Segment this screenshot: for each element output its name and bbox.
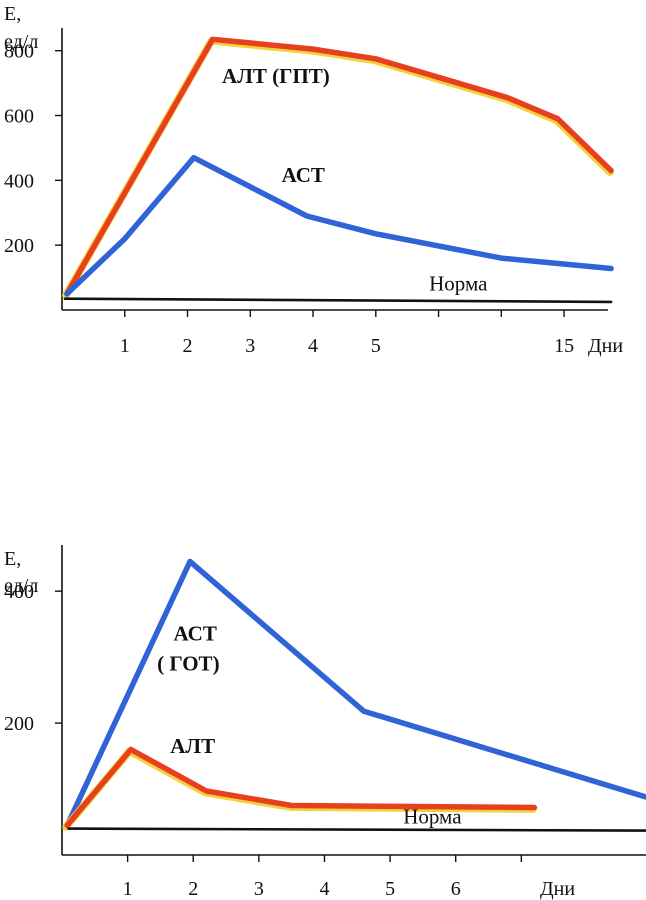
chart2-series-line <box>64 746 538 829</box>
chart2-x-tick-label: 4 <box>319 878 329 900</box>
chart2-y-tick-label: 400 <box>4 581 34 603</box>
chart2-series-line-edge <box>62 747 537 831</box>
chart1-series-line <box>64 36 614 297</box>
chart1-series-annotation: АСТ <box>282 163 325 187</box>
chart1-x-tick-label: 15 <box>554 335 574 357</box>
chart1-x-tick-label: 3 <box>245 335 255 357</box>
chart1-y-axis-label-line2: ед/л <box>4 31 38 53</box>
chart2-x-tick-label: 3 <box>254 878 264 900</box>
chart2-x-tick-label: 2 <box>188 878 198 900</box>
chart1-y-tick-label: 200 <box>4 235 34 257</box>
chart2-x-tick-label: 1 <box>123 878 133 900</box>
chart2-y-axis-label-line2: ед/л <box>4 575 38 597</box>
chart2-series-annotation: АСТ <box>174 622 217 646</box>
chart1-x-tick-label: 5 <box>371 335 381 357</box>
chart1-series-line <box>64 154 614 297</box>
chart1-series-annotation: АЛТ (ГПТ) <box>222 64 330 88</box>
chart1-x-tick-label: 4 <box>308 335 318 357</box>
chart1-y-tick-label: 800 <box>4 41 34 63</box>
chart1-y-tick-label: 600 <box>4 106 34 128</box>
chart1-series-annotation: Норма <box>429 272 488 296</box>
chart2-series-annotation: Норма <box>403 804 462 828</box>
chart1-series-line-edge <box>62 37 614 300</box>
chart2-series-line <box>67 827 646 832</box>
chart2-series-line <box>64 558 646 829</box>
chart1-x-tick-label: 2 <box>183 335 193 357</box>
chart1-y-axis-label-line1: Е, <box>4 3 21 25</box>
chart1-series-line <box>63 297 613 304</box>
chart2-x-tick-label: 5 <box>385 878 395 900</box>
chart2-series-annotation: ( ГОТ) <box>157 651 219 675</box>
chart2-y-axis-label-line1: Е, <box>4 548 21 570</box>
chart1-x-axis-label: Дни <box>588 335 623 357</box>
chart1-x-tick-label: 1 <box>120 335 130 357</box>
chart2-x-tick-label: 6 <box>451 878 461 900</box>
chart1-y-tick-label: 400 <box>4 170 34 192</box>
chart2-x-axis-label: Дни <box>540 878 575 900</box>
chart2-y-tick-label: 200 <box>4 713 34 735</box>
chart2-series-annotation: АЛТ <box>170 734 215 758</box>
